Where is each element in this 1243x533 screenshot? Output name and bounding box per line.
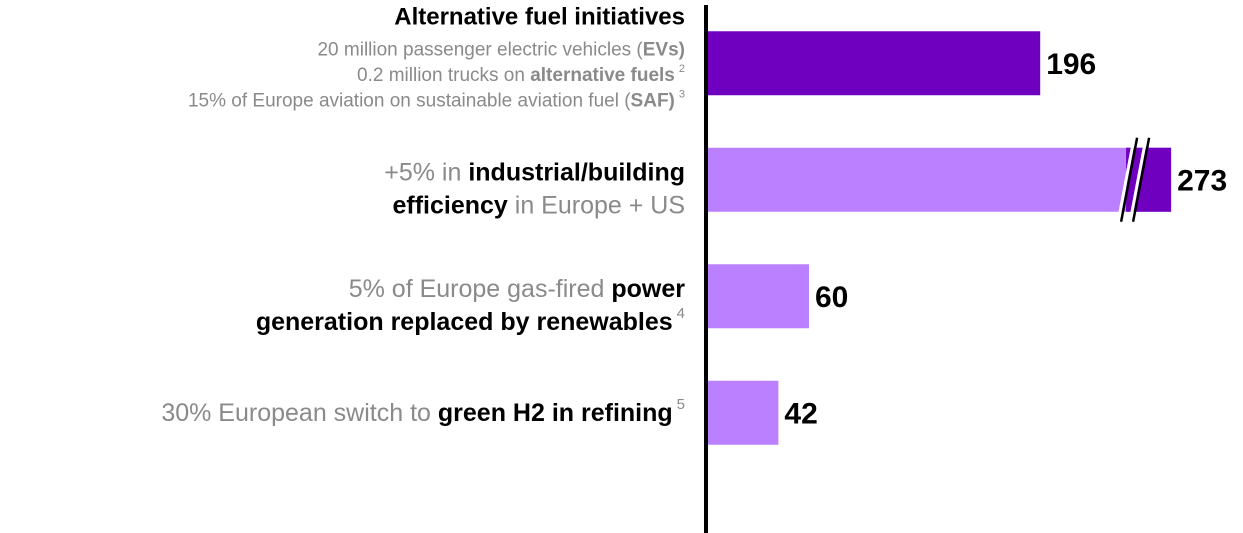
label-run: alternative fuels — [530, 65, 675, 86]
label-run: industrial/building — [468, 158, 685, 186]
bar — [707, 380, 779, 445]
category-label: 30% European switch to green H2 in refin… — [161, 396, 685, 426]
axis-break-gap — [1116, 137, 1136, 223]
footnote-ref: 5 — [677, 396, 685, 413]
axis-break-mark — [1131, 137, 1151, 222]
category-label: generation replaced by renewables 4 — [256, 305, 685, 335]
bar — [707, 31, 1041, 96]
category-label: efficiency in Europe + US — [392, 191, 685, 219]
footnote-ref: 3 — [679, 89, 685, 101]
label-run: in Europe + US — [508, 191, 685, 219]
label-run: SAF) — [631, 90, 675, 111]
label-run: generation replaced by renewables — [256, 307, 673, 335]
axis-break-gap — [1128, 137, 1148, 223]
bar — [707, 264, 809, 329]
bar — [707, 147, 1172, 212]
category-label: 15% of Europe aviation on sustainable av… — [188, 89, 685, 112]
value-label: 196 — [1046, 48, 1096, 81]
category-label: 5% of Europe gas-fired power — [349, 274, 686, 302]
label-run: power — [611, 274, 685, 302]
label-run: 5% of Europe gas-fired — [349, 274, 612, 302]
label-run: 30% European switch to — [161, 398, 438, 426]
value-label: 42 — [784, 398, 817, 431]
label-run: 15% of Europe aviation on sustainable av… — [188, 90, 631, 111]
category-label: +5% in industrial/building — [384, 158, 685, 186]
label-run: green H2 in refining — [438, 398, 673, 426]
axis-break-mark — [1119, 137, 1139, 222]
category-label: 20 million passenger electric vehicles (… — [317, 39, 685, 60]
label-run: 0.2 million trucks on — [357, 65, 530, 86]
footnote-ref: 4 — [677, 305, 685, 322]
label-run: EVs) — [643, 39, 685, 60]
category-label: 0.2 million trucks on alternative fuels 2 — [357, 63, 685, 86]
value-label: 273 — [1177, 165, 1227, 198]
label-run: +5% in — [384, 158, 468, 186]
label-run: Alternative fuel initiatives — [394, 4, 685, 31]
label-run: 20 million passenger electric vehicles ( — [317, 39, 643, 60]
category-label: Alternative fuel initiatives — [394, 4, 685, 31]
footnote-ref: 2 — [679, 63, 685, 75]
value-label: 60 — [815, 281, 848, 314]
label-run: efficiency — [392, 191, 507, 219]
